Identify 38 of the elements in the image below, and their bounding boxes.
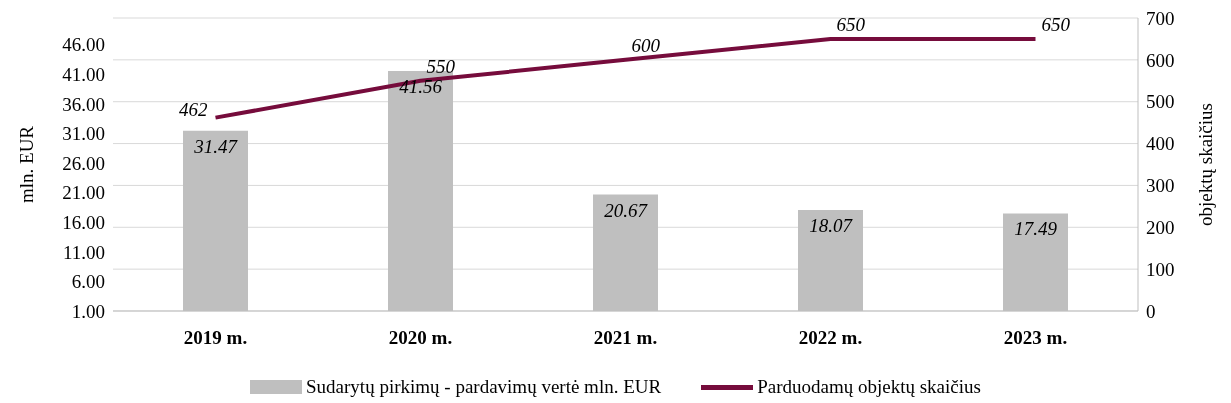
y-tick-label: 31.00 (62, 123, 105, 145)
data-label: 650 (836, 13, 866, 35)
y2-tick-label: 600 (1146, 49, 1175, 71)
data-label: 20.67 (604, 199, 649, 221)
legend-label: Sudarytų pirkimų - pardavimų vertė mln. EUR (306, 376, 662, 398)
data-label: 462 (179, 98, 208, 120)
legend-label: Parduodamų objektų skaičius (757, 376, 981, 398)
y-tick-label: 26.00 (62, 152, 105, 174)
y2-tick-label: 100 (1146, 258, 1175, 280)
x-tick-label: 2023 m. (1003, 327, 1068, 349)
y2-tick-label: 700 (1146, 7, 1175, 29)
y-tick-label: 1.00 (71, 300, 105, 322)
y2-tick-label: 300 (1146, 175, 1175, 197)
y2-axis-title: objektų skaičius (1194, 103, 1216, 226)
y-tick-label: 36.00 (62, 93, 105, 115)
y-tick-label: 6.00 (71, 271, 105, 293)
y2-tick-label: 0 (1146, 300, 1156, 322)
x-tick-label: 2021 m. (593, 327, 658, 349)
y-tick-label: 41.00 (62, 63, 105, 85)
data-label: 31.47 (193, 135, 239, 157)
y-tick-label: 16.00 (62, 211, 105, 233)
y2-tick-label: 200 (1146, 217, 1175, 239)
x-tick-label: 2020 m. (388, 327, 453, 349)
y-tick-label: 46.00 (62, 34, 105, 56)
data-label: 550 (426, 55, 456, 77)
x-tick-label: 2022 m. (798, 327, 863, 349)
y-tick-label: 11.00 (62, 241, 105, 263)
data-label: 600 (631, 34, 661, 56)
data-label: 650 (1041, 13, 1071, 35)
data-label: 18.07 (809, 214, 854, 236)
x-tick-label: 2019 m. (183, 327, 248, 349)
y2-tick-label: 400 (1146, 133, 1175, 155)
y-tick-label: 21.00 (62, 182, 105, 204)
data-label: 41.56 (399, 75, 443, 97)
y-axis-title: mln. EUR (15, 125, 37, 204)
y2-tick-label: 500 (1146, 91, 1175, 113)
line-series (213, 36, 1038, 120)
data-label: 17.49 (1014, 218, 1058, 240)
